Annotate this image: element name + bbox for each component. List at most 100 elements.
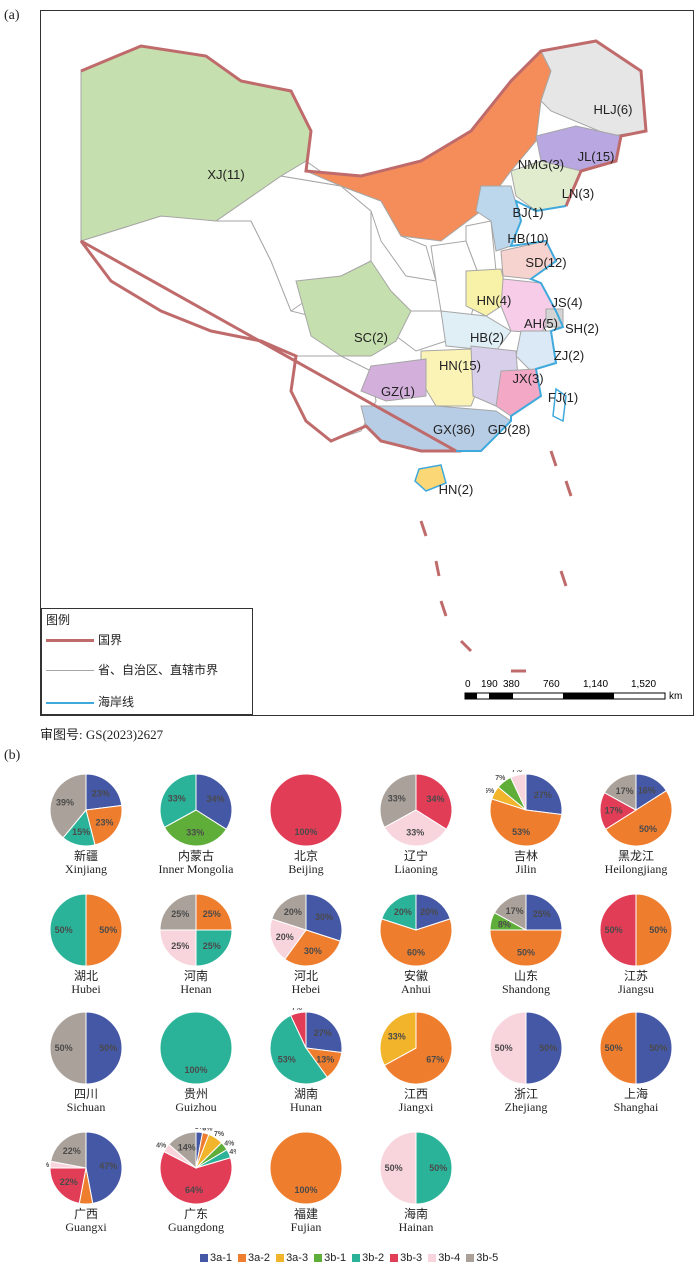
pie-data-label: 7% [214, 1131, 225, 1138]
pie-data-label: 17% [605, 806, 623, 816]
map-region-label: SC(2) [354, 330, 388, 345]
pie-name-en: Beijing [288, 862, 324, 876]
pie-slice-3a-1 [85, 1131, 123, 1204]
pie-slice-3b-5 [168, 1131, 197, 1170]
pie-data-label: 34% [427, 794, 445, 804]
pie-data-label: 4% [229, 1149, 236, 1156]
pie-data-label: 23% [92, 788, 110, 798]
map-region-label: HN(15) [439, 358, 481, 373]
pie-data-label: 20% [394, 907, 412, 917]
pie-name-en: Jiangxi [398, 1100, 434, 1114]
pie-chart-guizhou: 100% 贵州 Guizhou [146, 1008, 246, 1118]
pie-data-label: 33% [186, 827, 204, 837]
pie-slice-3b-2 [415, 1131, 453, 1205]
pie-slice-3b-5 [603, 773, 637, 811]
pie-data-label: 3% [195, 1128, 206, 1131]
pie-data-label: 4% [156, 1142, 167, 1149]
pie-name-cn: 上海 [623, 1087, 648, 1101]
pie-legend-item-3b-4: 3b-4 [428, 1252, 460, 1264]
pie-data-label: 6% [486, 788, 495, 795]
pie-legend-swatch [390, 1254, 399, 1263]
pie-chart-fujian: 100% 福建 Fujian [256, 1128, 356, 1238]
pie-slice-3b-4 [269, 918, 307, 960]
national-border [79, 39, 648, 453]
pie-slice-3a-2 [383, 1011, 453, 1085]
pie-slice-3b-3 [49, 1167, 87, 1204]
pie-name-en: Xinjiang [65, 862, 107, 876]
pie-chart-shanghai: 50% 50% 上海 Shanghai [586, 1008, 686, 1118]
region-shape-hlj [540, 40, 647, 137]
pie-legend-swatch [200, 1254, 208, 1263]
map-shapes [79, 39, 648, 673]
pie-slice-3b-4 [379, 1131, 417, 1205]
pie-data-label: 53% [278, 1054, 296, 1064]
pie-data-label: 27% [534, 790, 552, 800]
pie-slice-3a-1 [525, 1011, 563, 1085]
pie-slice-3b-4 [510, 773, 527, 811]
pie-slice-3a-1 [305, 1011, 343, 1054]
map-region-label: JX(3) [512, 371, 543, 386]
pie-data-label: 22% [63, 1146, 81, 1156]
map-canvas: XJ(11) HLJ(6) NMG(3) JL(15) LN(3) BJ(1) HB(10)… [79, 39, 648, 673]
pie-slice-3b-2 [269, 1014, 328, 1085]
pie-svg: 16% 50% 17% 17% [599, 773, 673, 847]
pie-chart-hunan: 27% 13% 53% 7% 湖南 Hunan [256, 1008, 356, 1118]
pie-name-cn: 江西 [403, 1087, 428, 1101]
legend-line-national-border [46, 639, 94, 643]
map-region-label: HB(2) [470, 330, 504, 345]
pie-chart-zhejiang: 50% 50% 浙江 Zhejiang [476, 1008, 576, 1118]
pie-data-label: 50% [539, 1043, 557, 1053]
pie-name-cn: 新疆 [73, 849, 98, 863]
pie-legend-swatch [276, 1254, 285, 1263]
legend-label: 海岸线 [98, 695, 135, 709]
pie-chart-anhui: 20% 60% 20% 安徽 Anhui [366, 890, 466, 1000]
pie-data-label: 17% [506, 906, 524, 916]
legend-title: 图例 [46, 613, 71, 627]
pie-legend-label: 3b-2 [362, 1252, 385, 1264]
region-shape-henan [465, 268, 510, 317]
pie-svg: 27% 13% 53% 7% [269, 1008, 343, 1085]
pie-name-en: Guizhou [175, 1100, 217, 1114]
pie-name-en: Jilin [515, 862, 537, 876]
pie-name-en: Guangdong [168, 1220, 224, 1234]
pie-chart-hainan: 50% 50% 海南 Hainan [366, 1128, 466, 1238]
pie-data-label: 25% [171, 941, 189, 951]
pie-chart-xinjiang: 23% 23% 15% 39% 新疆 Xinjiang [36, 770, 136, 880]
pie-chart-hubei: 50% 50% 湖北 Hubei [36, 890, 136, 1000]
pie-data-label: 100% [294, 1185, 317, 1195]
legend-row-national-border: 国界 [46, 631, 122, 648]
pie-svg: 30% 30% 20% 20% [269, 893, 343, 967]
pie-name-cn: 湖北 [73, 969, 98, 983]
pie-name-cn: 内蒙古 [177, 849, 214, 863]
pie-data-label: 50% [649, 1043, 667, 1053]
pie-name-en: Shandong [502, 982, 550, 996]
pie-name-en: Hunan [290, 1100, 322, 1114]
pie-svg: 100% [269, 1131, 343, 1205]
pie-data-label: 23% [95, 818, 113, 828]
pie-name-cn: 黑龙江 [617, 849, 654, 863]
pie-legend-item-3b-5: 3b-5 [466, 1252, 498, 1264]
pie-chart-jilin: 27% 53% 6% 7% 7% 吉林 Jilin [476, 770, 576, 880]
map-legend: 图例 国界 省、自治区、直辖市界 海岸线 [41, 608, 253, 715]
pie-svg: 50% 50% [49, 893, 123, 967]
pie-name-en: Heilongjiang [604, 862, 668, 876]
pie-legend-item-3b-3: 3b-3 [390, 1252, 422, 1264]
pie-slice-3b-3 [290, 1011, 307, 1049]
scale-tick-label: 0 [465, 679, 471, 690]
pie-name-en: Liaoning [394, 862, 438, 876]
region-shape-hainan [414, 464, 447, 492]
pie-slice-3a-1 [635, 1011, 673, 1085]
map-region-label: XJ(11) [207, 167, 244, 182]
pie-name-cn: 四川 [73, 1087, 98, 1101]
pie-svg: 50% 50% [489, 1011, 563, 1085]
pie-slice-3a-1 [85, 1011, 123, 1085]
map-labels: XJ(11) HLJ(6) NMG(3) JL(15) LN(3) BJ(1) HB(10)… [207, 102, 632, 497]
pie-data-label: 7% [292, 1008, 303, 1012]
pie-data-label: 25% [533, 909, 551, 919]
pie-data-label: 15% [72, 827, 90, 837]
map-region-label: GZ(1) [381, 384, 415, 399]
pie-slice-3b-5 [379, 773, 417, 829]
pie-data-label: 25% [203, 909, 221, 919]
pie-data-label: 47% [99, 1161, 117, 1171]
pie-slice-3b-4 [159, 929, 197, 967]
